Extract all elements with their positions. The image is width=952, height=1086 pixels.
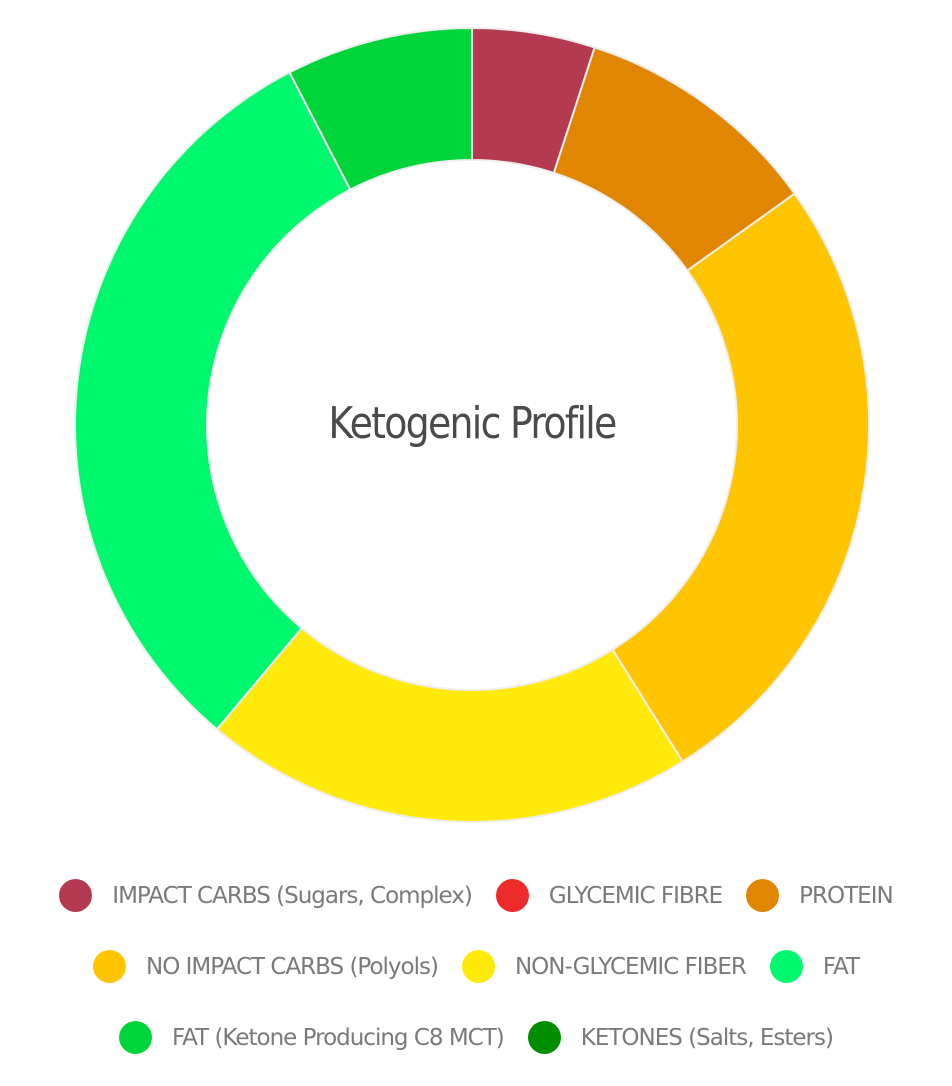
legend-item[interactable]: FAT (Ketone Producing C8 MCT)	[119, 1021, 505, 1054]
legend-item[interactable]: FAT	[769, 950, 860, 983]
legend-label: PROTEIN	[799, 882, 894, 909]
legend-item[interactable]: IMPACT CARBS (Sugars, Complex)	[59, 879, 473, 912]
legend-color-dot-icon	[59, 879, 93, 912]
legend-label: FAT (Ketone Producing C8 MCT)	[172, 1024, 505, 1051]
legend-item[interactable]: NON-GLYCEMIC FIBER	[461, 950, 747, 983]
chart-title: Ketogenic Profile	[328, 398, 617, 449]
donut-slice-fat[interactable]	[74, 71, 352, 731]
legend-row: IMPACT CARBS (Sugars, Complex) GLYCEMIC F…	[0, 860, 952, 931]
donut-slice-non-glycemic-fiber[interactable]	[215, 626, 684, 823]
legend-label: GLYCEMIC FIBRE	[548, 882, 723, 909]
legend-item[interactable]: KETONES (Salts, Esters)	[527, 1021, 834, 1054]
donut-slice-fat-ketone-producing-c8-mct[interactable]	[288, 26, 473, 191]
donut-slice-no-impact-carbs-polyols[interactable]	[611, 192, 870, 763]
legend-color-dot-icon	[746, 879, 780, 912]
legend-label: IMPACT CARBS (Sugars, Complex)	[112, 882, 473, 909]
legend-color-dot-icon	[119, 1021, 153, 1054]
legend-color-dot-icon	[769, 950, 803, 983]
chart-legend: IMPACT CARBS (Sugars, Complex) GLYCEMIC F…	[0, 860, 952, 1073]
legend-label: NO IMPACT CARBS (Polyols)	[145, 953, 439, 980]
legend-color-dot-icon	[527, 1021, 561, 1054]
legend-label: NON-GLYCEMIC FIBER	[514, 953, 747, 980]
legend-color-dot-icon	[92, 950, 126, 983]
donut-svg	[74, 26, 870, 823]
legend-item[interactable]: NO IMPACT CARBS (Polyols)	[92, 950, 439, 983]
legend-color-dot-icon	[461, 950, 495, 983]
legend-label: KETONES (Salts, Esters)	[580, 1024, 834, 1051]
legend-item[interactable]: GLYCEMIC FIBRE	[495, 879, 723, 912]
legend-label: FAT	[822, 953, 860, 980]
legend-row: FAT (Ketone Producing C8 MCT) KETONES (Sa…	[0, 1002, 952, 1073]
legend-row: NO IMPACT CARBS (Polyols) NON-GLYCEMIC FI…	[0, 931, 952, 1002]
donut-chart: Ketogenic Profile	[74, 26, 870, 823]
legend-color-dot-icon	[495, 879, 529, 912]
legend-item[interactable]: PROTEIN	[746, 879, 894, 912]
